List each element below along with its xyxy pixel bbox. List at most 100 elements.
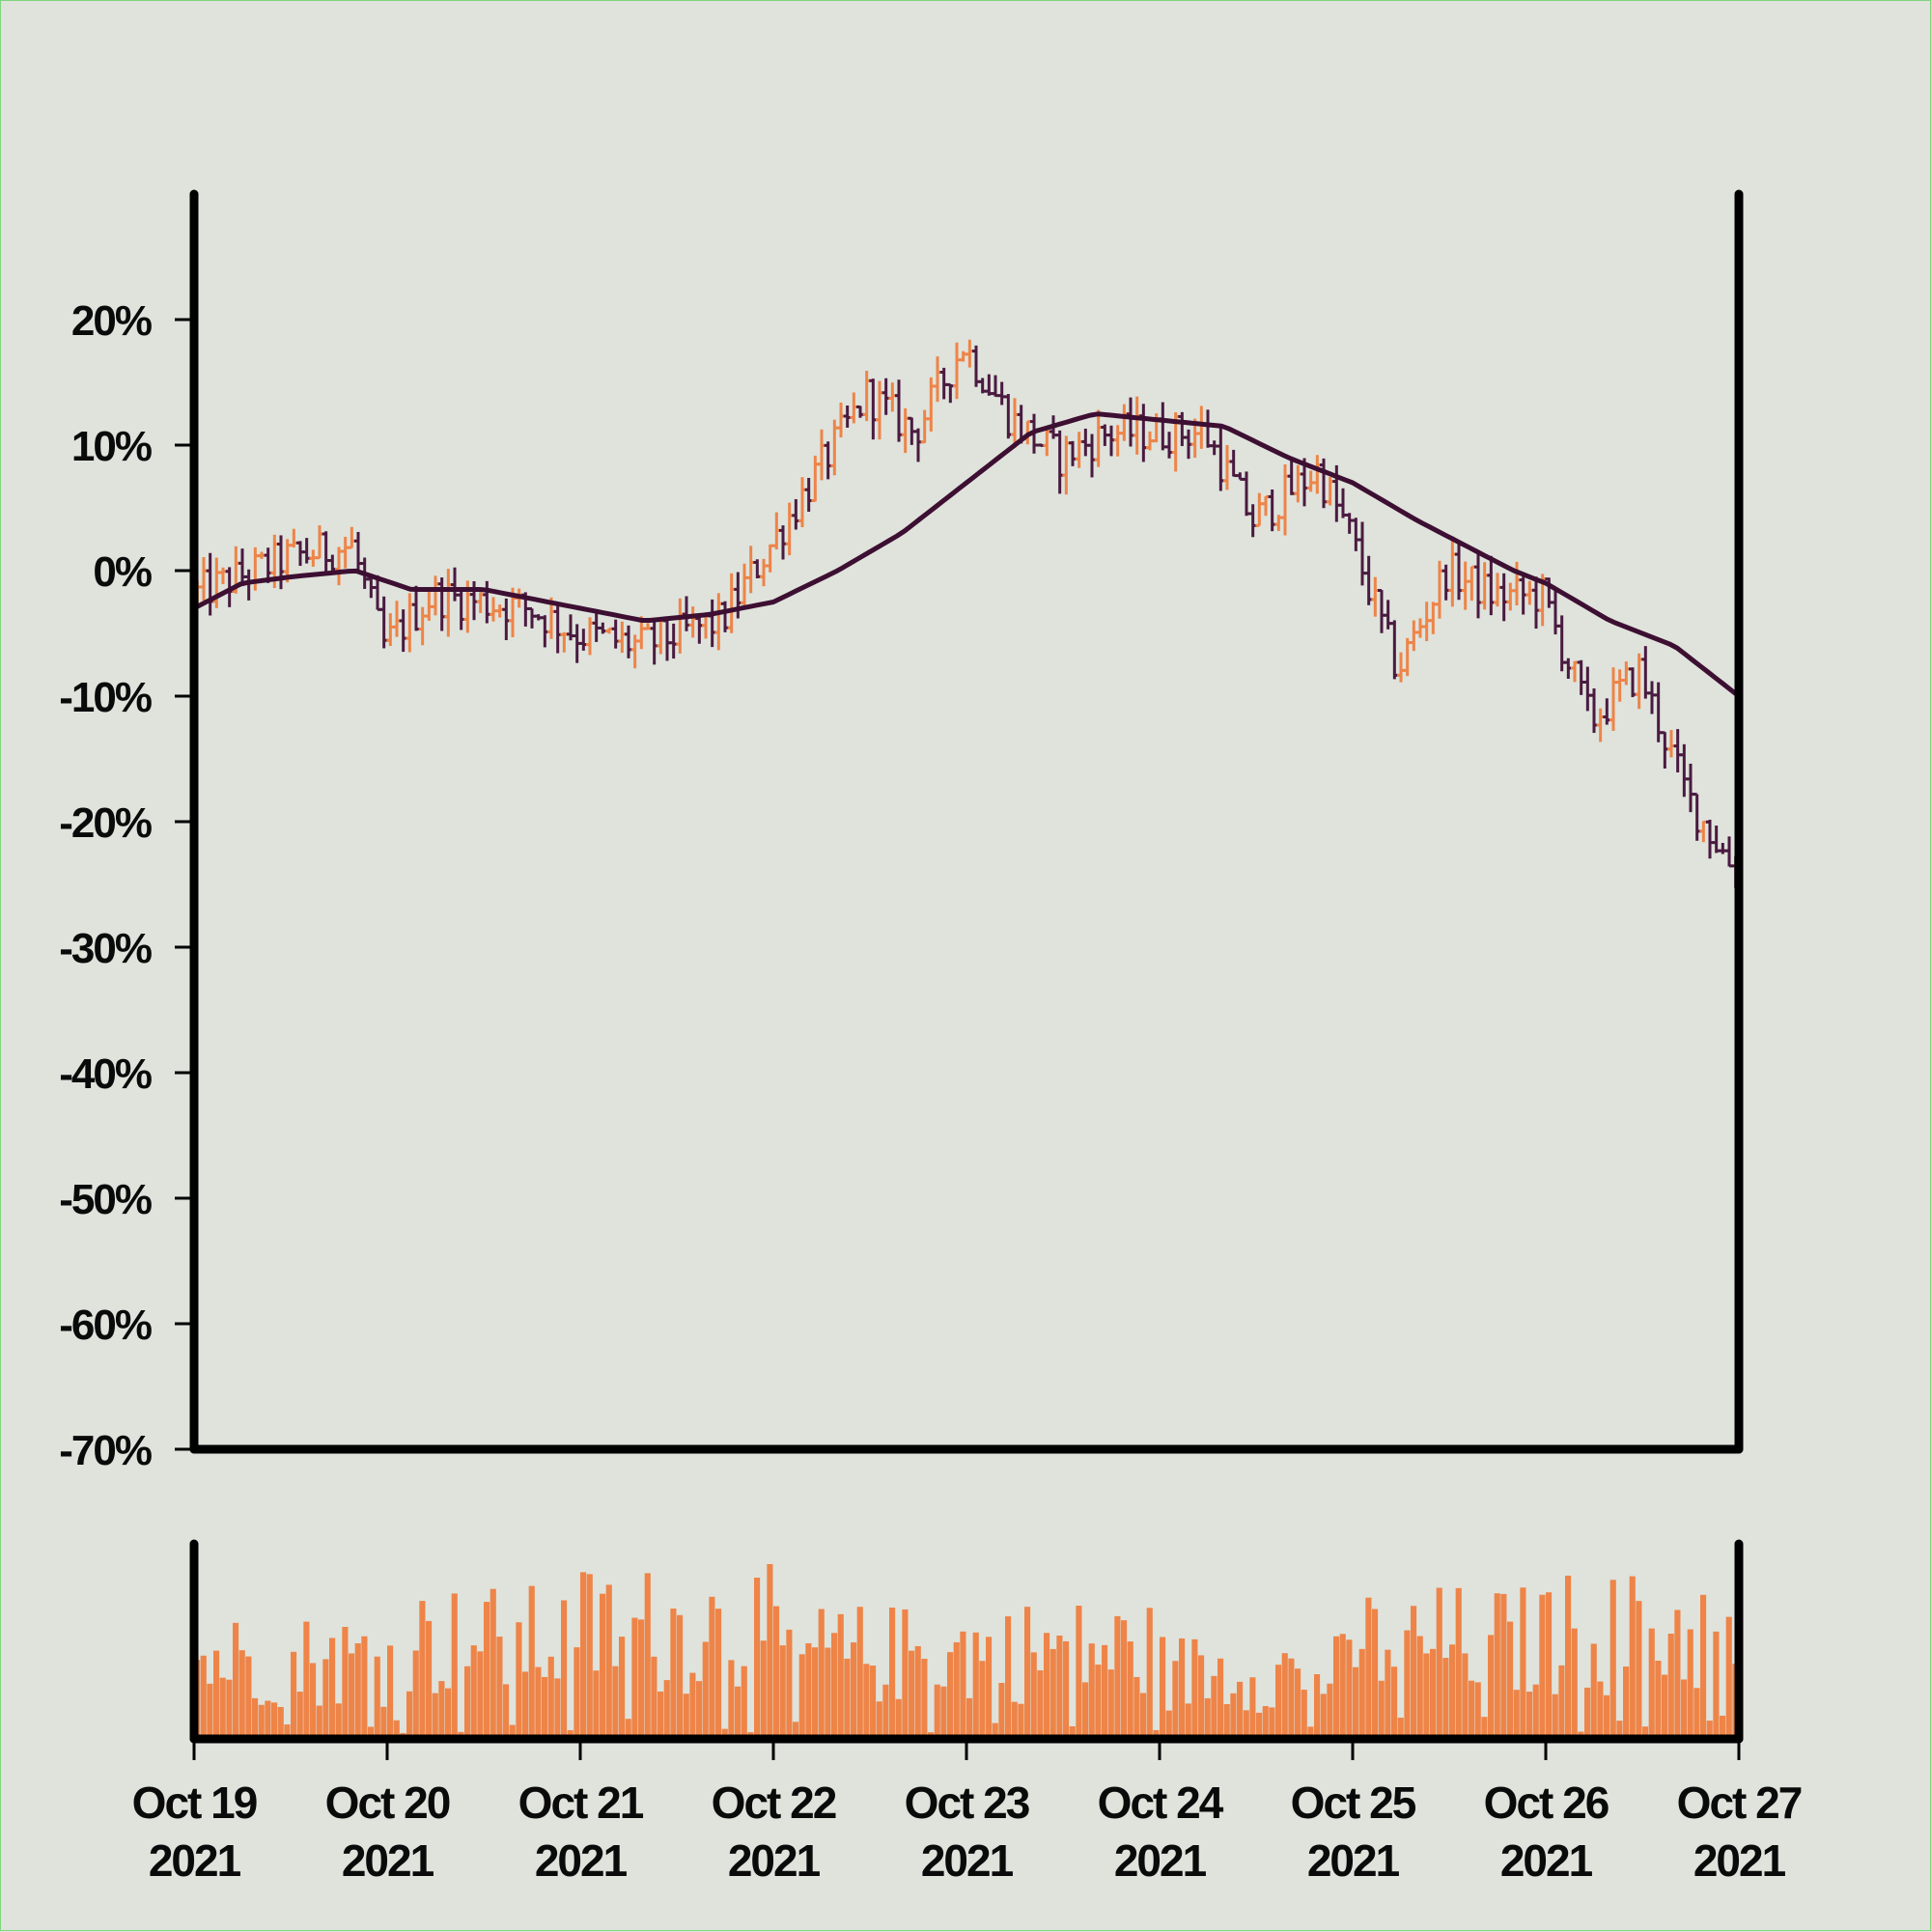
volume-bar bbox=[509, 1724, 516, 1739]
ohlc-bar-down bbox=[1159, 402, 1167, 451]
ohlc-bar-down bbox=[792, 499, 800, 530]
x-tick-label: Oct 25 bbox=[1291, 1778, 1416, 1828]
volume-bar bbox=[1552, 1694, 1558, 1739]
volume-bar bbox=[1204, 1697, 1211, 1739]
volume-bar bbox=[600, 1593, 606, 1739]
ohlc-bar-up bbox=[1596, 708, 1605, 742]
ohlc-bar-down bbox=[1210, 440, 1218, 456]
volume-bar bbox=[1243, 1710, 1249, 1739]
volume-bar bbox=[406, 1691, 413, 1739]
volume-bar bbox=[889, 1607, 896, 1739]
ohlc-bar-down bbox=[1552, 590, 1559, 635]
ohlc-bar-down bbox=[669, 623, 678, 659]
x-tick-label-year: 2021 bbox=[535, 1835, 628, 1886]
ohlc-bar-down bbox=[1165, 432, 1173, 459]
volume-bar bbox=[368, 1726, 375, 1739]
volume-bar bbox=[702, 1641, 709, 1739]
ohlc-bar-down bbox=[1352, 518, 1360, 551]
volume-bar bbox=[1024, 1607, 1031, 1739]
volume-bar bbox=[876, 1701, 882, 1739]
volume-bar bbox=[1488, 1635, 1495, 1739]
volume-bar bbox=[1385, 1649, 1391, 1739]
ohlc-bar-down bbox=[1532, 576, 1540, 630]
volume-bar bbox=[1378, 1680, 1385, 1739]
volume-bar bbox=[1474, 1682, 1481, 1739]
ohlc-bar-up bbox=[1306, 470, 1315, 492]
volume-bar bbox=[1018, 1703, 1024, 1739]
ohlc-bar-down bbox=[1390, 620, 1399, 680]
volume-bar bbox=[825, 1647, 831, 1739]
ohlc-bars bbox=[193, 339, 1740, 888]
x-tick-label-year: 2021 bbox=[1500, 1835, 1593, 1886]
volume-bar bbox=[245, 1656, 252, 1739]
x-tick-label: Oct 20 bbox=[325, 1778, 450, 1828]
ohlc-bar-up bbox=[934, 356, 941, 403]
ohlc-bar-up bbox=[1480, 562, 1489, 610]
volume-bar bbox=[258, 1704, 265, 1739]
volume-bar bbox=[1295, 1668, 1301, 1739]
ohlc-bar-up bbox=[495, 604, 504, 618]
volume-bar bbox=[870, 1666, 877, 1739]
ohlc-bar-up bbox=[1062, 435, 1071, 495]
volume-bar bbox=[1720, 1715, 1726, 1739]
volume-bar bbox=[773, 1606, 780, 1739]
volume-bar bbox=[1674, 1610, 1681, 1739]
volume-bar bbox=[1307, 1726, 1314, 1739]
ohlc-bar-down bbox=[1004, 394, 1013, 439]
volume-bars bbox=[194, 1563, 1739, 1739]
volume-bar bbox=[1430, 1648, 1437, 1739]
y-tick-label: -10% bbox=[59, 674, 152, 721]
x-tick-label-year: 2021 bbox=[1693, 1835, 1786, 1886]
x-tick-label-year: 2021 bbox=[1307, 1835, 1400, 1886]
volume-bar bbox=[1616, 1721, 1623, 1739]
ohlc-bar-down bbox=[206, 552, 214, 616]
volume-bar bbox=[1314, 1673, 1321, 1739]
y-tick-label: -40% bbox=[59, 1050, 152, 1098]
volume-bar bbox=[914, 1645, 921, 1739]
volume-bar bbox=[296, 1692, 303, 1739]
ohlc-bar-up bbox=[1468, 565, 1476, 602]
ohlc-bar-up bbox=[727, 573, 736, 633]
volume-bar bbox=[909, 1650, 915, 1739]
volume-bar bbox=[503, 1684, 510, 1739]
ohlc-bar-up bbox=[1667, 730, 1675, 758]
price-panel: 20% 10% 0% -10% -20% -30% -40% -50% -60% -70% bbox=[59, 189, 1744, 1474]
ohlc-bar-down bbox=[1345, 513, 1354, 534]
ohlc-bar-down bbox=[650, 620, 658, 665]
volume-bar bbox=[683, 1694, 689, 1739]
y-tick-label: 0% bbox=[93, 548, 151, 596]
volume-bar bbox=[535, 1666, 542, 1739]
x-tick-label-year: 2021 bbox=[342, 1835, 434, 1886]
volume-bar bbox=[1088, 1643, 1095, 1739]
volume-bar bbox=[1590, 1643, 1597, 1739]
volume-bar bbox=[393, 1720, 400, 1739]
volume-bar bbox=[992, 1722, 998, 1739]
volume-bar bbox=[793, 1722, 799, 1739]
volume-bar bbox=[1436, 1587, 1442, 1739]
ohlc-bar-up bbox=[714, 593, 723, 651]
x-tick-label-year: 2021 bbox=[921, 1835, 1014, 1886]
ohlc-bar-up bbox=[1043, 430, 1051, 457]
ohlc-bar-down bbox=[895, 379, 903, 442]
volume-bar bbox=[1165, 1710, 1172, 1739]
ohlc-bar-up bbox=[798, 477, 806, 528]
volume-bar bbox=[419, 1601, 426, 1739]
volume-bar bbox=[715, 1609, 722, 1739]
ohlc-bar-down bbox=[1673, 729, 1682, 773]
volume-bar bbox=[547, 1656, 554, 1739]
volume-bar bbox=[1056, 1635, 1063, 1739]
ohlc-bar-down bbox=[1204, 409, 1212, 448]
ohlc-bar-up bbox=[766, 544, 774, 573]
volume-bar bbox=[605, 1584, 612, 1739]
volume-bar bbox=[979, 1661, 986, 1739]
volume-bar bbox=[1687, 1629, 1693, 1739]
x-tick-label-year: 2021 bbox=[728, 1835, 821, 1886]
volume-bar bbox=[741, 1666, 747, 1739]
volume-bar bbox=[663, 1680, 670, 1739]
volume-bar bbox=[1725, 1616, 1732, 1739]
volume-bar bbox=[1455, 1587, 1462, 1739]
volume-bar bbox=[1127, 1641, 1133, 1739]
ohlc-bar-up bbox=[1133, 396, 1141, 455]
